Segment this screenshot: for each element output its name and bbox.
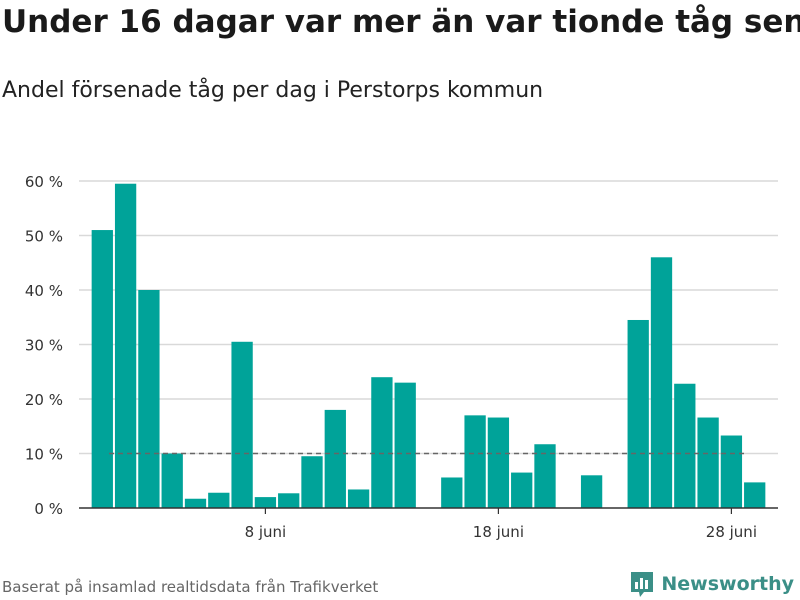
bar — [697, 417, 719, 508]
bar — [720, 435, 743, 508]
y-tick-label: 30 % — [25, 337, 63, 355]
brand-name: Newsworthy — [661, 573, 794, 595]
bar — [627, 319, 649, 508]
y-tick-label: 60 % — [25, 173, 63, 191]
bar — [441, 477, 463, 508]
y-tick-label: 40 % — [25, 282, 63, 300]
bar — [394, 382, 416, 508]
x-tick-label: 28 juni — [706, 523, 757, 541]
bar — [674, 383, 696, 508]
bar — [464, 415, 486, 508]
y-tick-label: 50 % — [25, 228, 63, 246]
bar — [254, 497, 277, 508]
bar — [324, 409, 346, 508]
bar — [347, 489, 370, 508]
bar — [138, 290, 160, 508]
brand-logo: Newsworthy — [629, 570, 794, 598]
bar — [650, 257, 673, 508]
y-tick-label: 0 % — [34, 500, 63, 518]
chart-subtitle: Andel försenade tåg per dag i Perstorps … — [2, 78, 544, 103]
x-tick-label: 18 juni — [473, 523, 524, 541]
bar — [511, 472, 533, 508]
bar — [161, 453, 183, 508]
chart-title: Under 16 dagar var mer än var tionde tåg… — [2, 4, 800, 40]
bar — [278, 493, 300, 508]
bar — [744, 482, 766, 508]
bar — [114, 183, 137, 508]
bar — [301, 456, 323, 508]
bar — [184, 498, 207, 508]
bar-chart: 0 % 10 % 20 % 30 % 40 % 50 % 60 % 8 juni 18 juni… — [25, 173, 778, 541]
bar — [91, 230, 113, 509]
bar-chart-logo-icon — [631, 572, 654, 597]
bar — [487, 417, 510, 508]
bar — [208, 492, 230, 508]
bar — [580, 475, 603, 508]
bar — [534, 444, 556, 508]
x-tick-label: 8 juni — [245, 523, 287, 541]
y-tick-label: 20 % — [25, 391, 63, 409]
bar — [231, 341, 253, 508]
y-tick-label: 10 % — [25, 446, 63, 464]
bar — [371, 377, 393, 508]
source-note: Baserat på insamlad realtidsdata från Tr… — [2, 578, 379, 596]
